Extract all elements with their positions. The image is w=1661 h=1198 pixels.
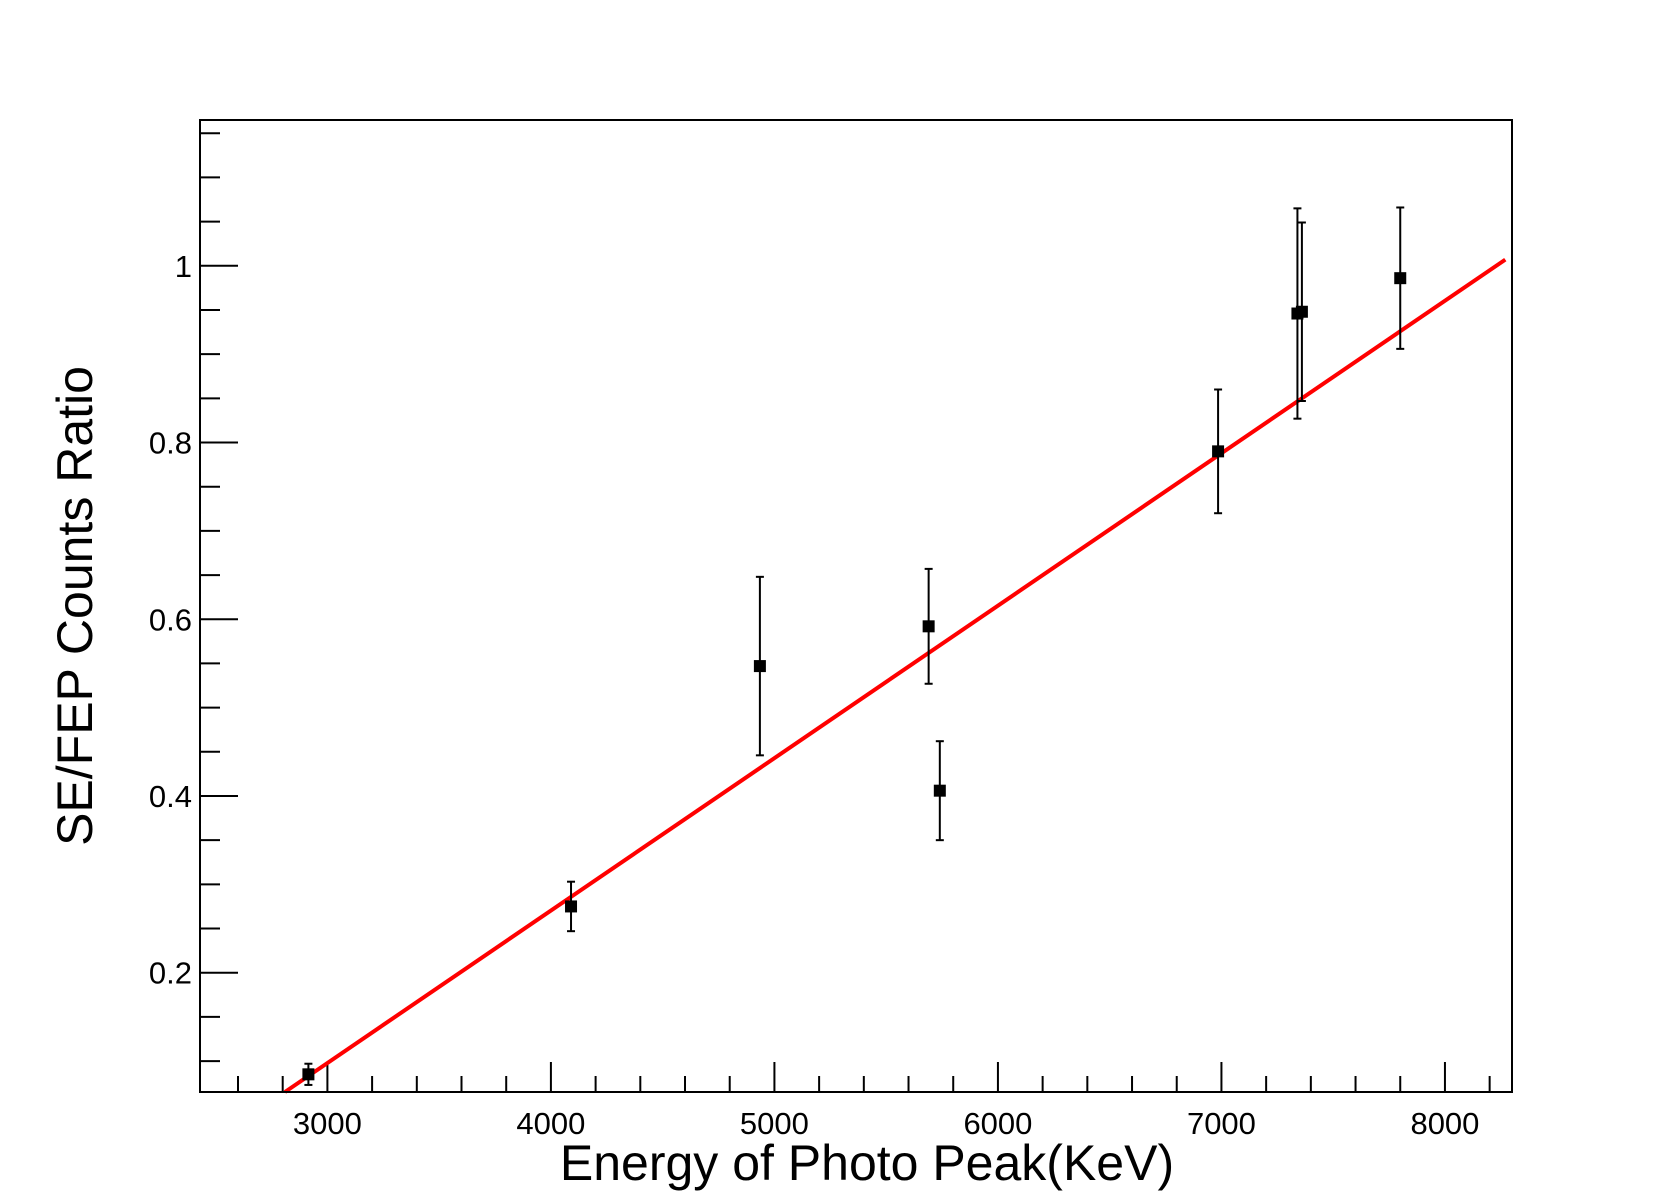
data-point (933, 740, 946, 842)
y-tick-label: 0.6 (149, 602, 192, 637)
x-tick-label: 8000 (1410, 1106, 1479, 1141)
point-marker (1212, 445, 1225, 458)
data-point (1212, 388, 1225, 515)
x-tick-label: 3000 (293, 1106, 362, 1141)
x-tick-label: 4000 (516, 1106, 585, 1141)
x-axis-title: Energy of Photo Peak(KeV) (560, 1135, 1174, 1191)
tick-labels: 3000 4000 5000 6000 7000 8000 0.2 0.4 0.6 0.8 1 (149, 249, 1480, 1141)
point-marker (753, 660, 766, 673)
point-marker (922, 620, 935, 633)
data-point (922, 567, 935, 685)
y-tick-label: 1 (175, 249, 192, 284)
x-tick-label: 7000 (1187, 1106, 1256, 1141)
point-marker (302, 1068, 315, 1081)
point-marker (933, 784, 946, 797)
data-point (1394, 206, 1407, 350)
axis-ticks (200, 132, 1491, 1092)
point-marker (1394, 272, 1407, 285)
data-point (1295, 221, 1308, 402)
point-marker (1295, 305, 1308, 318)
y-tick-label: 0.2 (149, 956, 192, 991)
y-tick-label: 0.4 (149, 779, 192, 814)
plot-frame (199, 119, 1513, 1093)
y-tick-label: 0.8 (149, 426, 192, 461)
point-marker (565, 900, 578, 913)
data-point (565, 880, 578, 933)
data-point (753, 575, 766, 757)
data-point (302, 1062, 315, 1086)
y-axis-title: SE/FEP Counts Ratio (47, 366, 103, 846)
data-points (302, 206, 1407, 1086)
x-tick-label: 5000 (740, 1106, 809, 1141)
x-tick-label: 6000 (963, 1106, 1032, 1141)
